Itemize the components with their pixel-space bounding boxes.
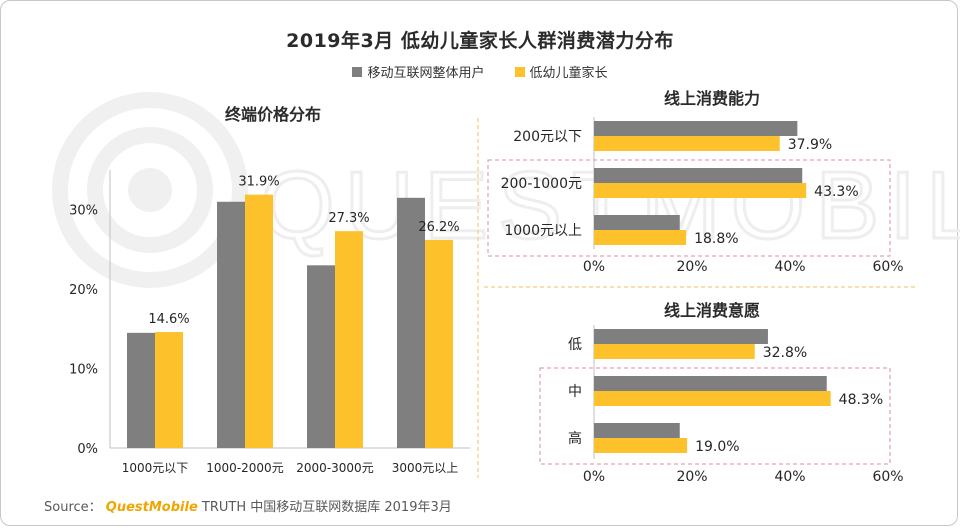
chart1-title: 终端价格分布: [225, 105, 321, 124]
chart3-category-label: 高: [568, 430, 582, 447]
chart1-ytick-label: 0%: [77, 442, 98, 457]
chart2-data-label: 43.3%: [814, 184, 858, 200]
chart2-category-label: 1000元以上: [504, 223, 582, 239]
chart3-xtick-label: 0%: [583, 469, 605, 485]
chart2-bar-parents: [594, 136, 780, 151]
chart3-category-label: 低: [568, 337, 582, 353]
legend-swatch-yellow: [514, 66, 525, 77]
chart1-bar-parents: [425, 239, 453, 448]
chart3-highlight-box: [539, 367, 891, 465]
chart2-data-label: 37.9%: [788, 137, 832, 153]
chart2-bar-overall: [594, 121, 798, 136]
chart3-title: 线上消费意愿: [664, 301, 760, 320]
legend-label-overall: 移动互联网整体用户: [367, 66, 485, 81]
chart2-bar-parents: [594, 230, 687, 245]
chart2-bar-parents: [594, 183, 807, 198]
chart3-xtick-label: 60%: [872, 469, 903, 485]
chart1-ytick-label: 30%: [69, 204, 98, 219]
chart3-bar-parents: [594, 344, 755, 359]
chart3-bar-overall: [594, 423, 680, 438]
chart1-data-label: 27.3%: [328, 211, 369, 226]
chart1-bar-overall: [397, 197, 425, 448]
source-note: Source： QuestMobile TRUTH 中国移动互联网数据库 201…: [44, 496, 452, 515]
source-prefix: Source：: [44, 500, 102, 515]
chart2-xtick-label: 60%: [872, 259, 903, 275]
chart1-bar-parents: [245, 194, 273, 448]
chart1-bar-overall: [307, 265, 335, 448]
source-suffix: TRUTH 中国移动互联网数据库 2019年3月: [201, 500, 452, 515]
chart1-xtick-label: 1000元以下: [122, 461, 189, 475]
chart3-data-label: 19.0%: [695, 439, 739, 455]
chart1-xtick-label: 1000-2000元: [206, 461, 283, 475]
chart3-data-label: 48.3%: [839, 392, 883, 408]
chart3-bar-parents: [594, 391, 831, 406]
source-brand: QuestMobile: [105, 500, 198, 515]
chart3-bar-overall: [594, 376, 827, 391]
chart1-ytick-label: 10%: [69, 363, 98, 378]
chart3-category-label: 中: [568, 384, 582, 400]
chart1-bar-overall: [127, 332, 155, 448]
chart2-highlight-box: [487, 159, 891, 257]
chart1-data-label: 14.6%: [148, 312, 189, 327]
chart3-data-label: 32.8%: [763, 345, 807, 361]
chart1-xtick-label: 2000-3000元: [296, 461, 373, 475]
chart1-bar-overall: [217, 201, 245, 448]
chart1-ytick-label: 20%: [69, 283, 98, 298]
chart2-category-label: 200-1000元: [501, 176, 582, 192]
chart1-data-label: 26.2%: [418, 220, 459, 235]
chart1-data-label: 31.9%: [238, 175, 279, 190]
chart1-bar-parents: [155, 332, 183, 448]
legend-swatch-gray: [352, 66, 363, 77]
chart2-data-label: 18.8%: [694, 231, 738, 247]
chart1-bar-parents: [335, 231, 363, 448]
legend-item-overall: 移动互联网整体用户: [352, 62, 485, 81]
chart3-bar-overall: [594, 329, 768, 344]
legend-item-parents: 低幼儿童家长: [514, 62, 608, 81]
chart2-xtick-label: 20%: [676, 259, 707, 275]
chart2-title: 线上消费能力: [664, 89, 760, 108]
chart1-xtick-label: 3000元以上: [392, 461, 459, 475]
chart3-xtick-label: 40%: [774, 469, 805, 485]
chart2-xtick-label: 40%: [774, 259, 805, 275]
legend-label-parents: 低幼儿童家长: [529, 66, 608, 81]
chart3-bar-parents: [594, 438, 688, 453]
chart2-category-label: 200元以下: [513, 129, 582, 145]
chart2-xtick-label: 0%: [583, 259, 605, 275]
legend: 移动互联网整体用户 低幼儿童家长: [0, 62, 960, 81]
chart3-xtick-label: 20%: [676, 469, 707, 485]
chart2-bar-overall: [594, 215, 680, 230]
chart-main-title: 2019年3月 低幼儿童家长人群消费潜力分布: [286, 30, 674, 52]
chart2-bar-overall: [594, 168, 803, 183]
